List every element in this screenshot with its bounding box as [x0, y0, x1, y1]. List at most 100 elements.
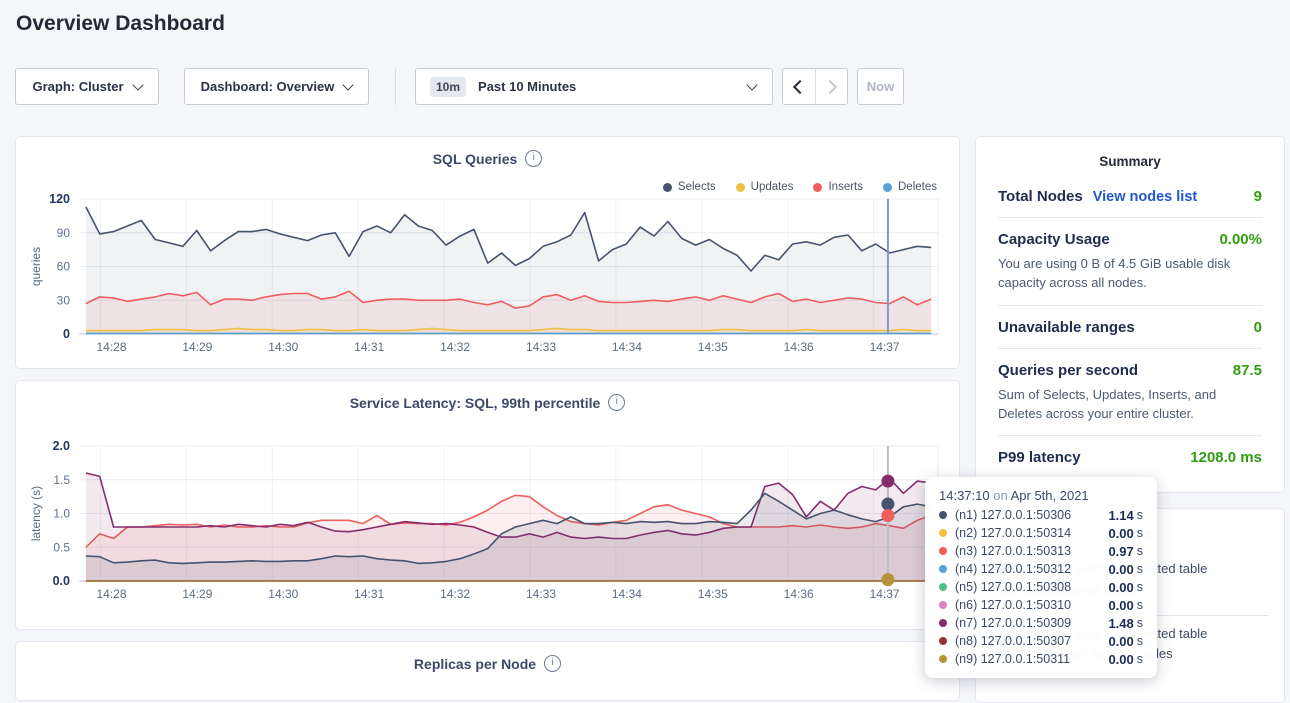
service-latency-chart[interactable]: 0.0 0.5 1.0 1.5 2.0 14:28 14:29 14:30 14:31 14:32… — [16, 381, 959, 629]
summary-row-total-nodes: Total Nodes View nodes list 9 — [998, 175, 1262, 217]
legend-item-updates[interactable]: Updates — [735, 181, 793, 193]
svg-text:14:36: 14:36 — [784, 587, 814, 601]
unavailable-ranges-label: Unavailable ranges — [998, 318, 1135, 336]
svg-text:0: 0 — [63, 327, 70, 341]
page-title: Overview Dashboard — [16, 12, 225, 35]
qps-note: Sum of Selects, Updates, Inserts, and De… — [998, 386, 1217, 421]
node-dot-icon — [939, 601, 947, 609]
svg-text:14:28: 14:28 — [96, 340, 126, 354]
node-dot-icon — [939, 583, 947, 591]
svg-text:0.5: 0.5 — [53, 540, 70, 554]
svg-text:14:29: 14:29 — [182, 587, 212, 601]
inserts-dot-icon — [813, 182, 823, 192]
total-nodes-label: Total Nodes — [998, 188, 1083, 205]
svg-text:latency (s): latency (s) — [29, 486, 43, 541]
qps-label: Queries per second — [998, 361, 1139, 379]
replicas-per-node-card: Replicas per Node i — [15, 641, 960, 701]
sql-queries-chart[interactable]: 0 30 60 90 120 14:28 14:29 14:30 14:31 14:32 14:33… — [16, 137, 959, 368]
capacity-usage-note: You are using 0 B of 4.5 GiB usable disk… — [998, 256, 1231, 290]
p99-latency-value: 1208.0 ms — [1190, 449, 1262, 467]
node-dot-icon — [939, 637, 947, 645]
service-latency-title: Service Latency: SQL, 99th percentile i — [16, 394, 959, 411]
svg-text:1.5: 1.5 — [53, 473, 70, 487]
info-icon[interactable]: i — [544, 655, 562, 672]
graph-dropdown[interactable]: Graph: Cluster — [15, 68, 159, 105]
info-icon[interactable]: i — [525, 150, 543, 167]
unavailable-ranges-value: 0 — [1253, 318, 1262, 336]
node-dot-icon — [939, 547, 947, 555]
controls-divider — [395, 68, 396, 105]
summary-row-capacity: Capacity Usage 0.00% You are using 0 B o… — [998, 217, 1262, 305]
tooltip-row-n9: (n9) 127.0.0.1:50311 0.00 s — [939, 650, 1143, 668]
time-back-button[interactable] — [783, 69, 815, 104]
p99-latency-label: P99 latency — [998, 449, 1081, 467]
tooltip-row-n7: (n7) 127.0.0.1:50309 1.48 s — [939, 614, 1143, 632]
svg-text:120: 120 — [49, 192, 70, 206]
now-button-label: Now — [866, 79, 895, 94]
svg-text:queries: queries — [29, 247, 43, 286]
svg-text:2.0: 2.0 — [53, 439, 70, 453]
time-forward-button[interactable] — [814, 69, 848, 104]
deletes-dot-icon — [883, 182, 892, 192]
time-range-label: Past 10 Minutes — [478, 79, 577, 94]
tooltip-row-n2: (n2) 127.0.0.1:50314 0.00 s — [939, 524, 1143, 542]
node-dot-icon — [939, 529, 947, 537]
qps-value: 87.5 — [1232, 361, 1262, 379]
svg-text:14:31: 14:31 — [354, 340, 384, 354]
svg-text:14:31: 14:31 — [354, 587, 384, 601]
legend-item-deletes[interactable]: Deletes — [883, 181, 937, 193]
svg-text:14:30: 14:30 — [268, 340, 298, 354]
summary-row-unavailable-ranges: Unavailable ranges 0 — [998, 304, 1262, 348]
svg-text:14:33: 14:33 — [526, 587, 556, 601]
tooltip-row-n8: (n8) 127.0.0.1:50307 0.00 s — [939, 632, 1143, 650]
summary-row-qps: Queries per second 87.5 Sum of Selects, … — [998, 347, 1262, 436]
chevron-down-icon — [342, 78, 354, 91]
time-range-selector[interactable]: 10m Past 10 Minutes — [415, 68, 773, 105]
legend-item-selects[interactable]: Selects — [662, 181, 716, 193]
time-range-badge: 10m — [430, 76, 467, 97]
view-nodes-list-link[interactable]: View nodes list — [1092, 189, 1198, 205]
chevron-left-icon — [793, 79, 808, 94]
service-latency-card: Service Latency: SQL, 99th percentile i … — [15, 380, 960, 630]
node-dot-icon — [939, 565, 947, 573]
dashboard-dropdown[interactable]: Dashboard: Overview — [184, 68, 369, 105]
tooltip-row-n1: (n1) 127.0.0.1:50306 1.14 s — [939, 506, 1143, 524]
tooltip-timestamp: 14:37:10 on Apr 5th, 2021 — [939, 488, 1089, 503]
chevron-down-icon — [131, 78, 144, 91]
svg-text:1.0: 1.0 — [53, 507, 70, 521]
replicas-per-node-title: Replicas per Node i — [16, 655, 959, 672]
svg-text:0.0: 0.0 — [53, 574, 70, 588]
tooltip-row-n5: (n5) 127.0.0.1:50308 0.00 s — [939, 578, 1143, 596]
legend-item-inserts[interactable]: Inserts — [813, 181, 863, 193]
svg-text:14:35: 14:35 — [698, 587, 728, 601]
chevron-down-icon — [746, 78, 758, 91]
tooltip-row-n3: (n3) 127.0.0.1:50313 0.97 s — [939, 542, 1143, 560]
svg-text:14:32: 14:32 — [440, 340, 470, 354]
svg-text:14:37: 14:37 — [870, 340, 900, 354]
time-step-group — [782, 68, 848, 105]
tooltip-row-n4: (n4) 127.0.0.1:50312 0.00 s — [939, 560, 1143, 578]
sql-queries-legend: Selects Updates Inserts Deletes — [662, 181, 937, 193]
svg-text:14:28: 14:28 — [96, 587, 126, 601]
svg-text:14:34: 14:34 — [612, 340, 642, 354]
svg-text:14:35: 14:35 — [698, 340, 728, 354]
summary-panel: Summary Total Nodes View nodes list 9 Ca… — [975, 136, 1285, 493]
chart-hover-tooltip: 14:37:10 on Apr 5th, 2021 (n1) 127.0.0.1… — [925, 477, 1157, 678]
node-dot-icon — [939, 655, 947, 663]
summary-row-p99: P99 latency 1208.0 ms — [998, 435, 1262, 478]
dashboard-dropdown-label: Dashboard: Overview — [200, 79, 335, 94]
graph-dropdown-label: Graph: Cluster — [32, 79, 124, 94]
sql-queries-card: SQL Queries i Selects Updates Inserts De… — [15, 136, 960, 369]
svg-text:14:30: 14:30 — [268, 587, 298, 601]
capacity-usage-value: 0.00% — [1219, 231, 1262, 248]
summary-heading: Summary — [1099, 154, 1161, 169]
total-nodes-value: 9 — [1253, 188, 1262, 205]
node-dot-icon — [939, 619, 947, 627]
selects-dot-icon — [662, 182, 672, 192]
svg-text:14:29: 14:29 — [182, 340, 212, 354]
info-icon[interactable]: i — [608, 394, 626, 411]
capacity-usage-label: Capacity Usage — [998, 231, 1110, 248]
svg-text:14:32: 14:32 — [440, 587, 470, 601]
now-button[interactable]: Now — [857, 68, 904, 105]
svg-text:14:37: 14:37 — [870, 587, 900, 601]
